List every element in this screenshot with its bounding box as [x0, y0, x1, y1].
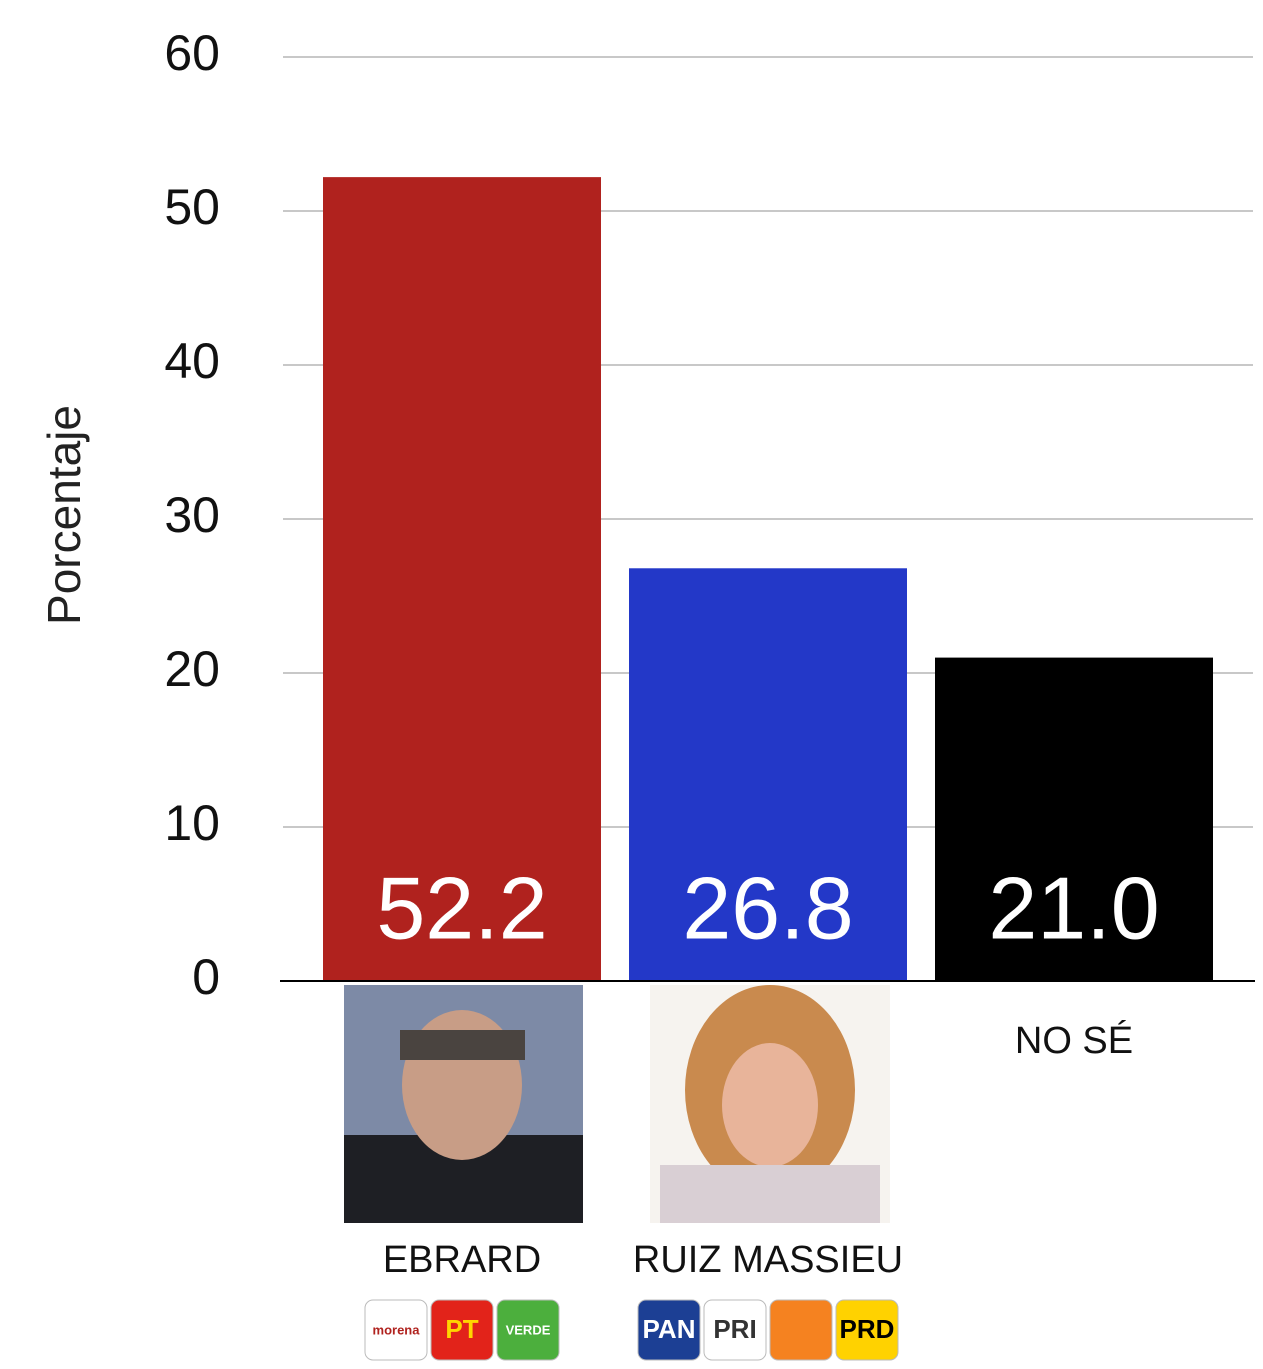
bar: [629, 568, 907, 981]
value-label: 52.2: [376, 858, 547, 957]
y-tick-label: 20: [164, 641, 220, 697]
party-logo: [496, 1299, 560, 1361]
party-logo-label: PRI: [713, 1314, 756, 1344]
y-tick-label: 0: [192, 949, 220, 1005]
y-tick-label: 10: [164, 795, 220, 851]
party-logo: [637, 1299, 701, 1361]
party-logo-label: morena: [373, 1322, 421, 1337]
value-label: 21.0: [988, 858, 1159, 957]
value-label: 26.8: [682, 858, 853, 957]
party-logo-label: VERDE: [506, 1322, 551, 1337]
y-tick-label: 40: [164, 333, 220, 389]
photo: [650, 985, 890, 1223]
party-logo: [430, 1299, 494, 1361]
party-logo-label: PAN: [643, 1314, 696, 1344]
x-tick-label: NO SÉ: [1015, 1019, 1133, 1062]
party-logo: [364, 1299, 428, 1361]
y-tick-label: 30: [164, 487, 220, 543]
y-tick-label: 60: [164, 25, 220, 81]
party-logo-label: PT: [445, 1314, 478, 1344]
party-logo: [835, 1299, 899, 1361]
x-tick-label: EBRARD: [383, 1239, 541, 1281]
party-logo: [769, 1299, 833, 1361]
bar: [935, 657, 1213, 981]
y-axis-label: Porcentaje: [38, 405, 90, 625]
x-tick-label: RUIZ MASSIEU: [633, 1239, 903, 1281]
party-logo-label: PRD: [840, 1314, 895, 1344]
party-logo: [703, 1299, 767, 1361]
bar: [323, 177, 601, 981]
y-tick-label: 50: [164, 179, 220, 235]
photo: [344, 985, 583, 1223]
